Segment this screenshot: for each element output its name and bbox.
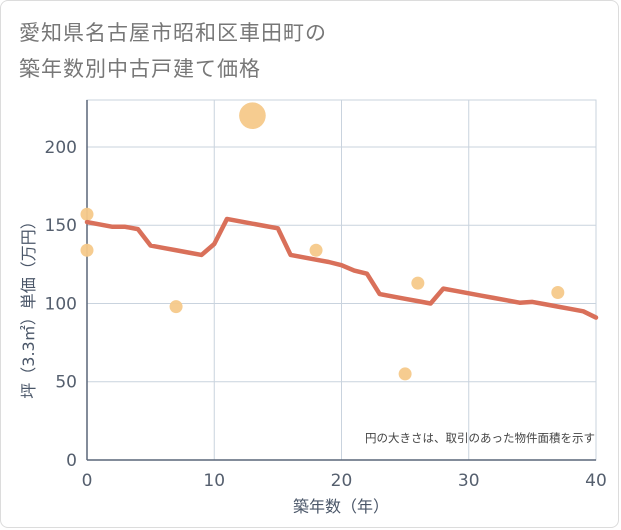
x-axis-label: 築年数（年） (293, 497, 389, 516)
tick-labels: 0 10 20 30 40 0 50 100 150 200 (45, 138, 607, 491)
transaction-bubble (398, 367, 412, 381)
trend-layer (84, 216, 599, 320)
transaction-bubble (169, 300, 183, 314)
x-tick-label: 30 (458, 471, 480, 491)
x-tick-label: 40 (585, 471, 607, 491)
transaction-bubble (239, 102, 266, 129)
grid (86, 99, 597, 461)
y-tick-label: 200 (45, 138, 77, 158)
transaction-bubble (309, 243, 323, 257)
chart-title-line-2: 築年数別中古戸建て価格 (19, 57, 261, 81)
y-tick-label: 50 (55, 373, 77, 393)
x-tick-label: 20 (331, 471, 353, 491)
y-axis-label: 坪（3.3㎡）単価（万円） (19, 213, 38, 398)
transaction-bubble (411, 276, 425, 290)
y-tick-label: 150 (45, 216, 77, 236)
bubble-size-note: 円の大きさは、取引のあった物件面積を示す (365, 431, 595, 445)
transaction-bubble (80, 243, 94, 257)
y-tick-label: 100 (45, 294, 77, 314)
chart-title-line-1: 愛知県名古屋市昭和区車田町の (19, 21, 327, 45)
transaction-bubble (80, 207, 94, 221)
bubble-layer (80, 102, 565, 381)
chart-title: 愛知県名古屋市昭和区車田町の 築年数別中古戸建て価格 (19, 15, 609, 87)
x-tick-label: 0 (82, 471, 93, 491)
y-tick-label: 0 (66, 451, 77, 471)
x-tick-label: 10 (203, 471, 225, 491)
transaction-bubble (551, 286, 565, 300)
average-price-trend-line (84, 216, 599, 320)
